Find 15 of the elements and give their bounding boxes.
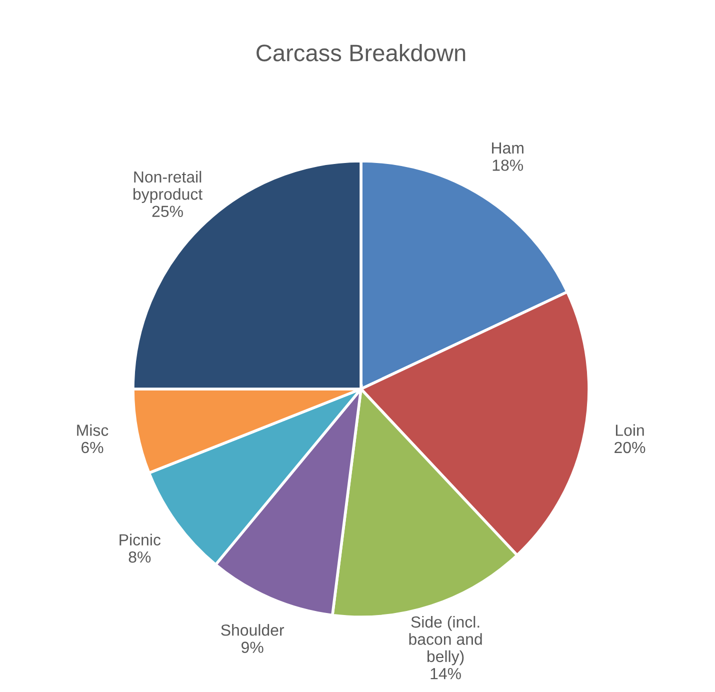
data-label: 8% bbox=[128, 551, 151, 563]
slice-label: Loin bbox=[616, 424, 644, 436]
chart-title: Carcass Breakdown bbox=[256, 44, 466, 62]
slice-label: Ham bbox=[492, 142, 524, 154]
slice-label: Misc bbox=[77, 424, 108, 436]
data-label: 6% bbox=[82, 442, 104, 454]
slice-label: Side (incl. bacon and belly) bbox=[409, 616, 482, 666]
data-label: 20% bbox=[614, 442, 646, 454]
slice-label: Non-retail byproduct bbox=[133, 170, 202, 203]
data-label: 25% bbox=[152, 206, 183, 218]
slice-label: Picnic bbox=[120, 534, 161, 546]
data-label: 14% bbox=[430, 668, 461, 680]
slice-label: Shoulder bbox=[221, 624, 284, 636]
data-label: 9% bbox=[242, 642, 264, 653]
data-label: 18% bbox=[492, 160, 524, 171]
